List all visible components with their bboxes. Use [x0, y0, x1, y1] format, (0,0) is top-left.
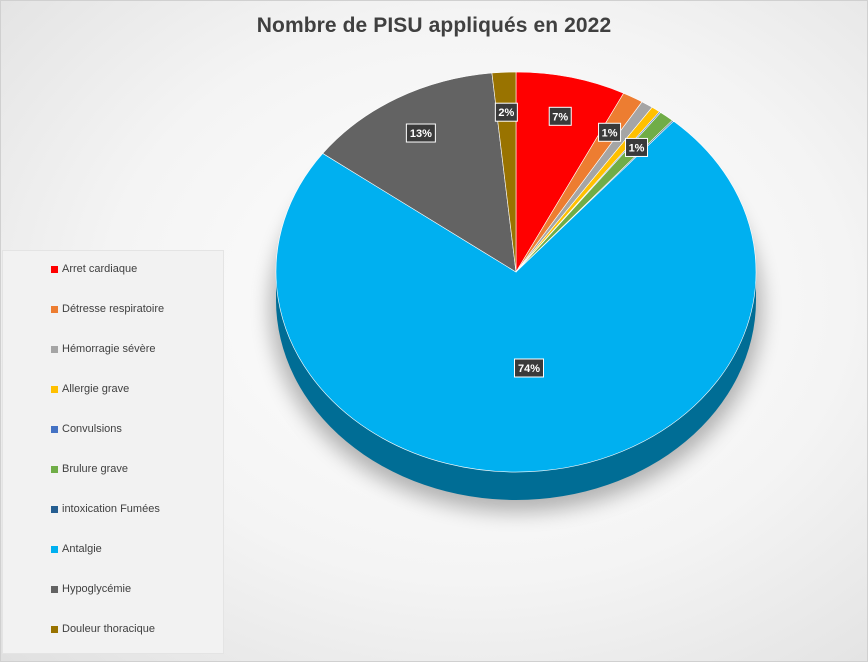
legend-label: intoxication Fumées — [62, 503, 160, 515]
legend-swatch — [51, 505, 58, 513]
legend-label: Brulure grave — [62, 463, 129, 475]
data-label-antalgie: 74% — [514, 358, 544, 378]
pie-slice-antalgie — [275, 120, 757, 473]
svg-text:13%: 13% — [410, 128, 432, 140]
legend-label: Convulsions — [62, 423, 122, 435]
legend-item-douleur-thoracique: Douleur thoracique — [51, 619, 155, 639]
legend-label: Hypoglycémie — [62, 583, 132, 595]
legend-label: Détresse respiratoire — [62, 303, 165, 315]
legend-swatch — [51, 305, 58, 313]
legend-swatch — [51, 545, 58, 553]
svg-text:74%: 74% — [518, 363, 540, 375]
legend-item-intoxication-fumees: intoxication Fumées — [51, 499, 160, 519]
data-label-arret-cardiaque: 7% — [548, 106, 572, 126]
legend-item-brulure-grave: Brulure grave — [51, 459, 128, 479]
legend-swatch — [51, 585, 58, 593]
legend-label: Arret cardiaque — [62, 263, 138, 275]
legend-item-arret-cardiaque: Arret cardiaque — [51, 259, 137, 279]
legend-item-detresse-respiratoire: Détresse respiratoire — [51, 299, 164, 319]
legend-swatch — [51, 265, 58, 273]
svg-text:1%: 1% — [602, 127, 618, 139]
data-label-douleur-thoracique: 2% — [494, 102, 518, 122]
data-label-brulure-grave: 1% — [625, 137, 649, 157]
svg-text:2%: 2% — [498, 107, 514, 119]
legend: Arret cardiaque Détresse respiratoire Hémo… — [2, 250, 224, 654]
legend-item-convulsions: Convulsions — [51, 419, 122, 439]
legend-swatch — [51, 345, 58, 353]
svg-text:1%: 1% — [629, 142, 645, 154]
legend-swatch — [51, 625, 58, 633]
data-label-detresse-respiratoire: 1% — [598, 122, 622, 142]
svg-text:7%: 7% — [552, 111, 568, 123]
legend-item-hemorragie-severe: Hémorragie sévère — [51, 339, 156, 359]
legend-swatch — [51, 385, 58, 393]
pie-slice-douleur-thoracique — [491, 71, 517, 273]
legend-swatch — [51, 425, 58, 433]
legend-item-hypoglycemie: Hypoglycémie — [51, 579, 131, 599]
pie-slice-hypoglycemie — [322, 72, 517, 273]
legend-item-antalgie: Antalgie — [51, 539, 102, 559]
legend-label: Hémorragie sévère — [62, 343, 156, 355]
legend-label: Douleur thoracique — [62, 623, 155, 635]
data-label-hypoglycemie: 13% — [405, 123, 436, 143]
legend-swatch — [51, 465, 58, 473]
chart-title: Nombre de PISU appliqués en 2022 — [256, 14, 612, 37]
legend-label: Antalgie — [62, 543, 102, 555]
pie-slice-arret-cardiaque — [515, 71, 625, 274]
legend-item-allergie-grave: Allergie grave — [51, 379, 129, 399]
legend-label: Allergie grave — [62, 383, 130, 395]
